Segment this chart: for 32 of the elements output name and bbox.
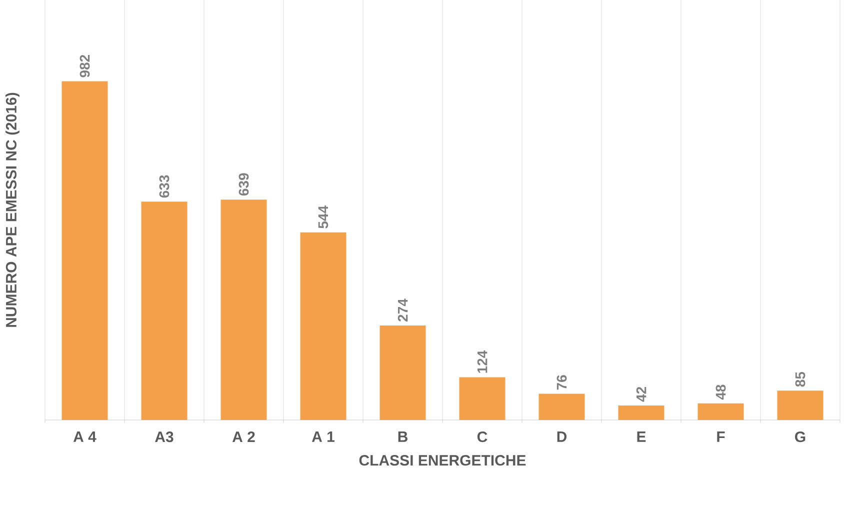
bar bbox=[538, 394, 585, 420]
y-axis-title: NUMERO APE EMESSI NC (2016) bbox=[6, 92, 20, 327]
bar bbox=[380, 325, 426, 420]
x-tick-label: A 2 bbox=[232, 432, 255, 442]
bar bbox=[459, 377, 506, 420]
bar bbox=[618, 406, 664, 420]
x-axis-title: CLASSI ENERGETICHE bbox=[359, 455, 526, 466]
data-label: 85 bbox=[795, 372, 806, 387]
x-tick-label: E bbox=[637, 432, 646, 442]
data-label: 42 bbox=[636, 386, 646, 402]
x-tick-label: A 4 bbox=[73, 432, 96, 442]
x-tick-label: F bbox=[717, 432, 725, 442]
data-label: 48 bbox=[716, 384, 726, 400]
data-label: 633 bbox=[159, 175, 170, 198]
bar bbox=[220, 200, 267, 420]
x-tick-label: A 1 bbox=[312, 432, 334, 442]
x-tick-label: G bbox=[795, 432, 806, 442]
data-label: 124 bbox=[477, 350, 488, 373]
x-tick-label: B bbox=[398, 432, 408, 442]
data-label: 982 bbox=[80, 54, 90, 78]
bar bbox=[777, 390, 824, 420]
data-label: 544 bbox=[318, 206, 328, 228]
bar bbox=[141, 202, 188, 420]
x-tick-label: C bbox=[477, 432, 488, 442]
bar bbox=[300, 232, 346, 420]
data-label: 274 bbox=[398, 298, 408, 322]
bar bbox=[62, 81, 108, 420]
data-label: 639 bbox=[238, 173, 249, 196]
x-tick-label: A3 bbox=[155, 432, 174, 442]
data-label: 76 bbox=[556, 375, 567, 390]
x-tick-label: D bbox=[557, 432, 567, 442]
bar bbox=[698, 403, 744, 420]
